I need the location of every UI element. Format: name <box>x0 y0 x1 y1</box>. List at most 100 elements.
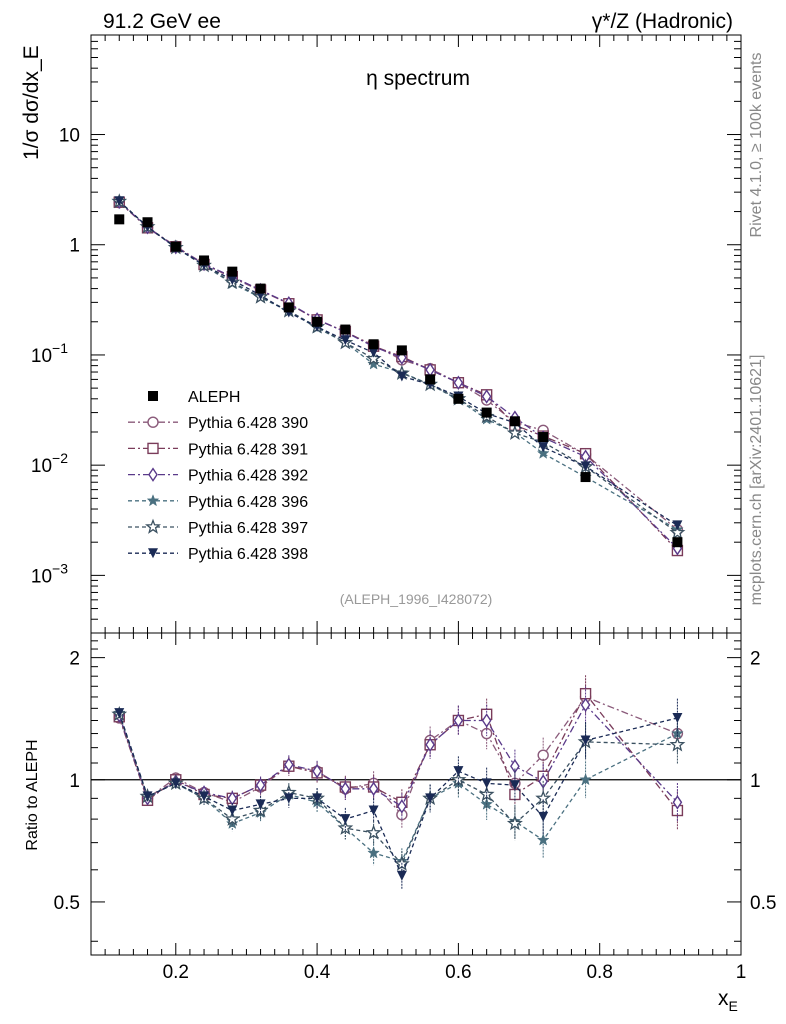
series-point <box>538 442 549 453</box>
y-tick-label-ratio: 0.5 <box>54 893 80 914</box>
ratio-point <box>509 780 520 791</box>
ratio-point <box>397 799 407 814</box>
data-point <box>368 339 379 350</box>
series-point <box>227 274 238 285</box>
y-tick-label-ratio: 2 <box>69 649 80 670</box>
data-point <box>453 393 464 404</box>
data-point <box>142 217 153 228</box>
x-tick-label: 1 <box>736 962 747 983</box>
data-point <box>227 266 238 277</box>
ratio-point <box>283 757 294 772</box>
series-point <box>367 357 380 370</box>
ratio-point <box>453 713 464 728</box>
main-axis-ticks: 10 1 10−1 10−2 10−3 <box>31 34 742 634</box>
legend-item-data: ALEPH <box>148 389 240 406</box>
header-left: 91.2 GeV ee <box>103 10 221 33</box>
x-tick-label: 0.2 <box>163 962 189 983</box>
legend-marker <box>147 416 159 428</box>
ratio-line <box>118 703 678 808</box>
ratio-line <box>118 712 678 878</box>
y-tick-label-main: 10−1 <box>31 340 68 367</box>
data-point <box>538 432 549 443</box>
ratio-point <box>506 815 523 831</box>
mcplots-label: mcplots.cern.ch [arXiv:2401.10621] <box>748 355 765 606</box>
ratio-point <box>579 773 592 786</box>
data-point <box>114 214 125 225</box>
ratio-point <box>669 736 686 752</box>
ratio-point <box>481 778 492 789</box>
ratio-point <box>478 786 495 802</box>
legend-item-6: Pythia 6.428 398 <box>128 546 308 563</box>
legend-marker <box>148 548 158 559</box>
ratio-point <box>580 735 591 746</box>
legend-label: ALEPH <box>188 389 240 406</box>
ratio-point <box>227 805 238 816</box>
ratio-point <box>283 793 294 804</box>
legend-marker <box>148 391 158 401</box>
ratio-point <box>340 781 351 797</box>
y-tick-label-main: 10−2 <box>31 450 68 477</box>
legend-marker <box>147 442 159 455</box>
ratio-series-6 <box>114 698 683 889</box>
ratio-point <box>365 824 382 840</box>
analysis-tag: (ALEPH_1996_I428072) <box>340 591 493 607</box>
data-point <box>672 537 683 548</box>
main-y-axis-label: 1/σ dσ/dx_E <box>20 45 43 160</box>
ratio-axis-ticks: 0.2 0.4 0.6 0.8 1 2 2 1 1 0.5 0.5 <box>54 633 776 983</box>
series-point <box>340 335 351 346</box>
y-tick-label-ratio: 1 <box>69 771 80 792</box>
ratio-point <box>537 749 549 761</box>
ratio-y-axis-label: Ratio to ALEPH <box>24 739 41 850</box>
series-point <box>114 196 125 207</box>
x-tick-label: 0.8 <box>586 962 612 983</box>
legend-label: Pythia 6.428 396 <box>188 494 308 511</box>
x-tick-label: 0.6 <box>445 962 471 983</box>
legend-marker <box>146 494 160 507</box>
ratio-point <box>199 791 210 802</box>
legend-marker <box>145 518 161 534</box>
x-tick-label: 0.4 <box>304 962 331 983</box>
ratio-point <box>425 737 435 753</box>
ratio-point <box>396 870 407 881</box>
legend-item-5: Pythia 6.428 397 <box>128 518 308 537</box>
data-points <box>114 214 683 548</box>
legend-label: Pythia 6.428 390 <box>188 415 308 432</box>
series-point <box>481 389 492 404</box>
y-tick-label-main: 1 <box>69 236 80 257</box>
legend-marker <box>148 467 158 482</box>
data-point <box>481 407 492 418</box>
main-y-label-text: 1/σ dσ/dx_E <box>20 45 43 160</box>
series-point <box>453 375 464 390</box>
legend-label: Pythia 6.428 397 <box>188 520 308 537</box>
legend-label: Pythia 6.428 398 <box>188 546 308 563</box>
ratio-point <box>142 791 153 802</box>
ratio-point <box>225 816 239 829</box>
data-point <box>255 283 266 294</box>
ratio-point <box>367 846 380 859</box>
ratio-point <box>252 802 269 818</box>
series-point <box>506 424 523 441</box>
ratio-point <box>368 781 379 797</box>
ratio-point <box>224 810 241 826</box>
series-point <box>669 524 686 540</box>
ratio-point <box>312 793 323 804</box>
data-point <box>170 241 181 252</box>
rivet-label: Rivet 4.1.0, ≥ 100k events <box>748 53 765 238</box>
legend-label: Pythia 6.428 391 <box>188 441 308 458</box>
ratio-point <box>580 697 591 713</box>
ratio-point <box>425 793 436 804</box>
ratio-point <box>481 713 492 728</box>
series-point <box>672 520 683 531</box>
ratio-line <box>118 714 678 866</box>
series-point <box>536 446 550 459</box>
ratio-point <box>672 795 683 810</box>
y-tick-label-main: 10 <box>59 126 80 147</box>
data-point <box>312 316 323 327</box>
series-point <box>368 347 379 358</box>
ratio-point <box>255 777 266 793</box>
legend: ALEPH Pythia 6.428 390 Pythia 6.428 391 Pyt… <box>128 389 308 563</box>
series-point <box>580 461 591 472</box>
